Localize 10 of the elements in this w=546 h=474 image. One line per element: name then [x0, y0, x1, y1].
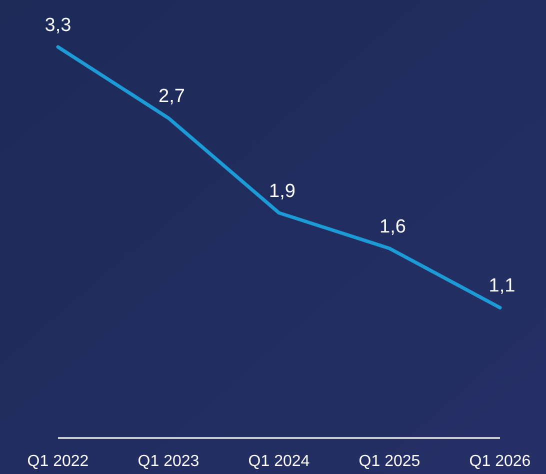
x-tick-label: Q1 2026: [469, 453, 531, 470]
data-label: 3,3: [44, 15, 72, 36]
x-tick-label: Q1 2024: [248, 453, 310, 470]
data-label: 1,6: [380, 216, 406, 238]
x-tick-label: Q1 2025: [358, 453, 420, 470]
data-label: 1,9: [269, 180, 296, 202]
x-tick-label: Q1 2022: [27, 453, 89, 470]
x-tick-label: Q1 2023: [138, 453, 200, 470]
data-label: 2,7: [158, 86, 185, 108]
data-label: 1,1: [488, 276, 516, 297]
